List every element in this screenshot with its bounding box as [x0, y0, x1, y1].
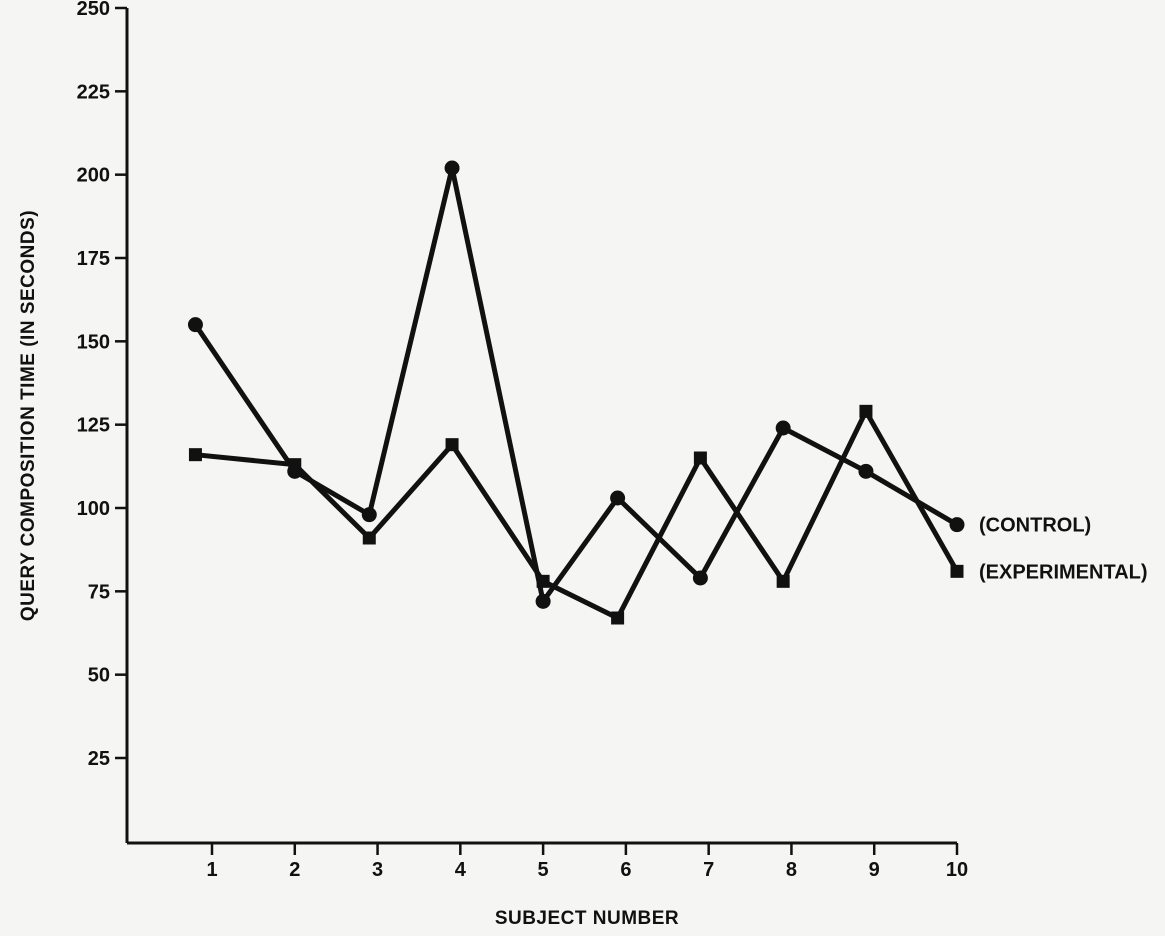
control-data-point [610, 490, 626, 506]
series-labels: (CONTROL) (EXPERIMENTAL) [979, 515, 1148, 584]
y-tick-label: 75 [88, 581, 110, 603]
experimental-data-point [693, 451, 707, 465]
x-tick-label: 1 [206, 859, 217, 881]
x-tick-label: 8 [786, 859, 797, 881]
control-data-point [949, 517, 965, 533]
x-tick-label: 10 [946, 859, 968, 881]
y-tick-label: 100 [77, 498, 110, 520]
x-tick-label: 3 [372, 859, 383, 881]
series-group [187, 160, 965, 625]
y-tick-label: 150 [77, 331, 110, 353]
y-tick-label: 200 [77, 165, 110, 187]
axes [125, 8, 957, 845]
experimental-data-point [362, 531, 376, 545]
ticks: 25 50 75 100 125 150 175 200 225 250 1 2 3 4 5 6 7 8 9 10 [77, 0, 969, 881]
experimental-data-point [611, 611, 625, 625]
x-axis-title: SUBJECT NUMBER [495, 908, 679, 929]
x-tick-label: 9 [869, 859, 880, 881]
x-tick-label: 6 [620, 859, 631, 881]
experimental-series-line [195, 405, 960, 622]
control-series-label: (CONTROL) [979, 515, 1091, 537]
x-tick-label: 4 [455, 859, 467, 881]
experimental-data-point [536, 574, 550, 588]
y-tick-label: 225 [77, 81, 110, 103]
y-axis-title: QUERY COMPOSITION TIME (IN SECONDS) [18, 210, 39, 621]
control-data-point [692, 570, 708, 586]
experimental-data-point [445, 438, 459, 452]
experimental-data-point [776, 574, 790, 588]
x-tick-label: 2 [289, 859, 300, 881]
control-series-line [193, 167, 959, 608]
x-tick-label: 5 [538, 859, 549, 881]
y-tick-label: 125 [77, 415, 110, 437]
experimental-data-point [859, 404, 873, 418]
y-tick-label: 25 [88, 748, 110, 770]
x-tick-label: 7 [703, 859, 714, 881]
control-data-point [535, 593, 551, 609]
control-data-point [361, 507, 377, 523]
control-data-point [775, 420, 791, 436]
y-tick-label: 250 [77, 0, 110, 20]
control-data-point [444, 160, 460, 176]
experimental-series-label: (EXPERIMENTAL) [979, 561, 1148, 583]
experimental-data-point [188, 448, 202, 462]
experimental-data-point [288, 458, 302, 472]
control-data-point [187, 317, 203, 333]
experimental-data-point [950, 564, 964, 578]
control-data-point [858, 463, 874, 479]
y-tick-label: 175 [77, 248, 110, 270]
y-tick-label: 50 [88, 665, 110, 687]
